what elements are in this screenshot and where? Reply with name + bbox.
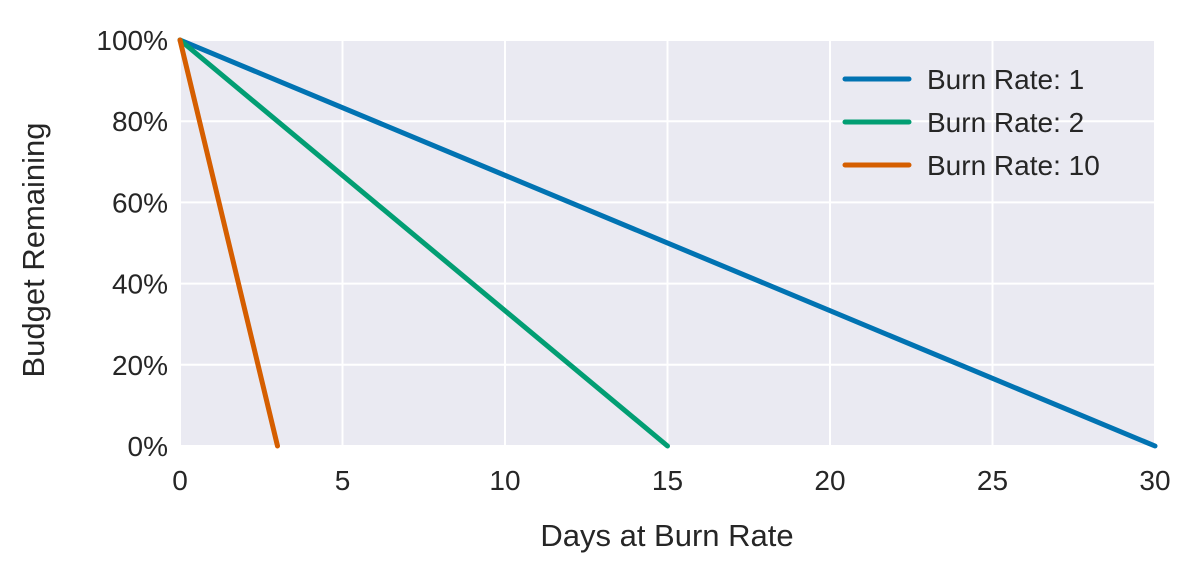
y-tick-label: 40% <box>112 269 168 300</box>
legend-entry-label: Burn Rate: 2 <box>927 107 1084 138</box>
legend-entry-label: Burn Rate: 10 <box>927 150 1100 181</box>
gridlines <box>179 39 1156 447</box>
series-line <box>177 37 1158 449</box>
x-tick-label: 5 <box>335 465 351 496</box>
x-tick-label: 15 <box>652 465 683 496</box>
x-tick-label: 20 <box>814 465 845 496</box>
y-tick-label: 0% <box>128 431 168 462</box>
y-tick-label: 80% <box>112 106 168 137</box>
legend: Burn Rate: 1 Burn Rate: 2 Burn Rate: 10 <box>842 64 1100 181</box>
series-line <box>177 37 670 449</box>
data-series <box>177 37 1158 449</box>
y-tick-label: 100% <box>96 25 168 56</box>
y-tick-labels: 0% 20% 40% 60% 80% 100% <box>96 25 168 462</box>
legend-entry-label: Burn Rate: 1 <box>927 64 1084 95</box>
x-tick-labels: 0 5 10 15 20 25 30 <box>172 465 1170 496</box>
x-tick-label: 0 <box>172 465 188 496</box>
y-axis-label: Budget Remaining <box>16 122 51 377</box>
y-tick-label: 60% <box>112 187 168 218</box>
series-line <box>177 37 280 449</box>
x-tick-label: 10 <box>489 465 520 496</box>
x-tick-label: 25 <box>977 465 1008 496</box>
y-tick-label: 20% <box>112 350 168 381</box>
x-axis-label: Days at Burn Rate <box>540 518 793 553</box>
x-tick-label: 30 <box>1139 465 1170 496</box>
